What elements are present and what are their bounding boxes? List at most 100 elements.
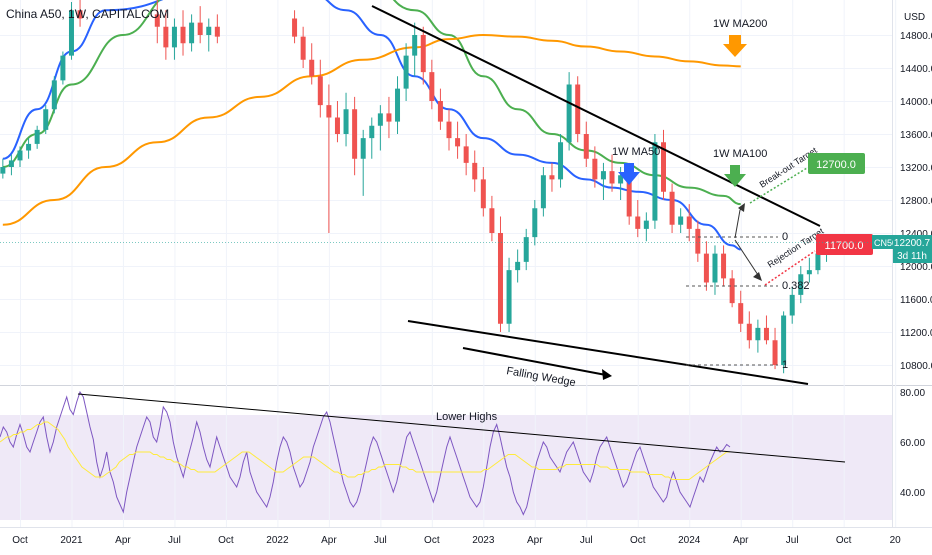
price-axis[interactable]: 10800.0 11200.0 11600.0 12000.0 12400.0 12800… xyxy=(900,31,932,372)
candle xyxy=(592,146,598,188)
candle-body xyxy=(292,18,298,37)
time-axis-label: Jul xyxy=(374,535,387,546)
candle xyxy=(669,183,675,233)
candle xyxy=(343,92,349,147)
price-axis-label: 13600.0 xyxy=(900,130,932,141)
candle-body xyxy=(34,129,40,144)
time-axis-label: Apr xyxy=(733,535,749,546)
candle-body xyxy=(746,323,752,341)
candle-body xyxy=(455,138,461,147)
time-axis-label: 20 xyxy=(890,535,902,546)
grid xyxy=(0,0,897,527)
rsi-band xyxy=(0,415,892,520)
pattern-arrow-line xyxy=(462,347,607,376)
candle xyxy=(575,76,581,143)
candle-body xyxy=(686,216,692,229)
candle xyxy=(532,200,538,246)
candle-body xyxy=(729,278,735,304)
candle-body xyxy=(600,171,606,180)
candle-body xyxy=(420,35,426,73)
time-axis-label: 2023 xyxy=(472,535,495,546)
rsi-axis-label: 60.00 xyxy=(900,438,925,449)
candle-body xyxy=(506,270,512,324)
candle-body xyxy=(8,160,14,167)
candle-body xyxy=(214,26,220,37)
price-axis-label: 12400.0 xyxy=(900,229,932,240)
candle xyxy=(558,134,564,188)
time-axis-label: Jul xyxy=(580,535,593,546)
candle xyxy=(334,101,340,143)
candle-body xyxy=(540,175,546,209)
price-axis-label: 11200.0 xyxy=(900,328,932,339)
time-axis[interactable]: Oct 2021 Apr Jul Oct 2022 Apr Jul Oct 2023 Apr Jul O… xyxy=(12,535,901,546)
candle xyxy=(60,51,66,85)
last-symbol-box xyxy=(872,235,893,249)
time-axis-label: Oct xyxy=(218,535,234,546)
candle-body xyxy=(360,138,366,159)
rsi-axis-label: 80.00 xyxy=(900,388,925,399)
candle-body xyxy=(446,121,452,139)
price-axis-label: 12000.0 xyxy=(900,262,932,273)
price-axis-label: 14000.0 xyxy=(900,97,932,108)
candle xyxy=(446,109,452,151)
ma-series-line xyxy=(2,0,741,206)
candle xyxy=(806,257,812,283)
candle-body xyxy=(17,150,23,161)
time-axis-label: Apr xyxy=(527,535,543,546)
candle-body xyxy=(609,171,615,184)
candle xyxy=(171,18,177,60)
time-axis-label: Oct xyxy=(630,535,646,546)
ma50-arrow-icon xyxy=(618,163,640,185)
price-axis-label: 10800.0 xyxy=(900,361,932,372)
candle xyxy=(506,257,512,332)
price-pane-background xyxy=(0,0,892,385)
candle xyxy=(163,10,169,60)
last-symbol: CN50 xyxy=(874,238,897,248)
candle xyxy=(472,150,478,192)
candle xyxy=(729,270,735,308)
candle xyxy=(652,134,658,229)
candle xyxy=(352,96,358,176)
time-axis-label: Oct xyxy=(12,535,28,546)
candle xyxy=(566,72,572,151)
candle xyxy=(746,311,752,349)
candle xyxy=(703,241,709,291)
candle-body xyxy=(798,274,804,295)
candle xyxy=(34,125,40,149)
candle-body xyxy=(171,26,177,48)
ma-series-line xyxy=(2,33,741,226)
candle-body xyxy=(377,113,383,126)
rsi-axis[interactable]: 40.00 60.00 80.00 xyxy=(900,388,925,499)
candle-body xyxy=(806,270,812,275)
candle-body xyxy=(369,125,375,139)
candle xyxy=(395,76,401,134)
candle xyxy=(17,146,23,167)
time-axis-label: Apr xyxy=(115,535,131,546)
candle-body xyxy=(412,35,418,56)
candle-body xyxy=(558,142,564,180)
candle xyxy=(377,105,383,151)
fib-label-0: 0 xyxy=(782,231,788,243)
chart-title: China A50, 1W, CAPITALCOM xyxy=(6,7,169,21)
candle xyxy=(755,319,761,353)
candle xyxy=(523,228,529,271)
candle xyxy=(678,208,684,233)
candle xyxy=(497,216,503,332)
rsi-pane xyxy=(0,390,731,516)
candle xyxy=(429,59,435,110)
candle-body xyxy=(652,142,658,221)
breakout-arrow-icon xyxy=(738,203,745,212)
candle xyxy=(77,0,83,27)
candle xyxy=(154,0,160,44)
candle xyxy=(292,10,298,44)
candle-body xyxy=(26,143,32,151)
candle xyxy=(300,26,306,68)
ma200-arrow-icon xyxy=(723,35,747,57)
candle-body xyxy=(163,26,169,48)
candle xyxy=(26,138,32,159)
candle-body xyxy=(763,327,769,341)
breakout-target-line xyxy=(749,167,808,204)
candle-body xyxy=(206,26,212,35)
candle-body xyxy=(43,109,49,130)
candle-body xyxy=(437,101,443,122)
